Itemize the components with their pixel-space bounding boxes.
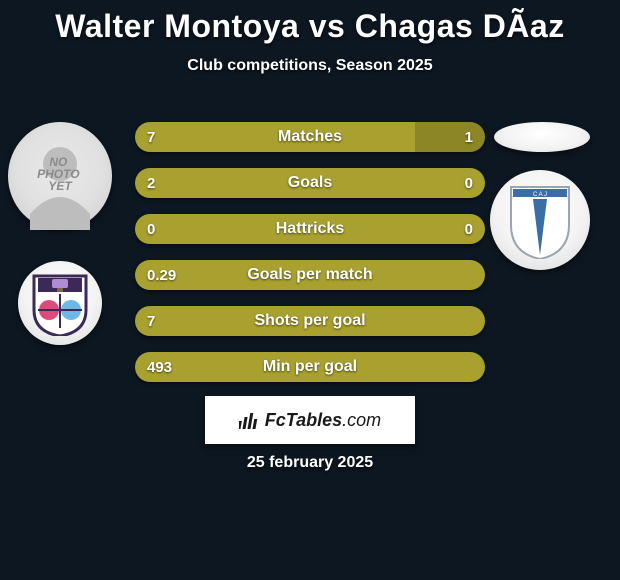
stat-left-value: 7 [147,129,155,146]
stat-left-value: 0 [147,221,155,238]
stat-left-value: 2 [147,175,155,192]
bar-right [415,122,485,152]
watermark-brand: FcTables [265,410,342,431]
stat-row: 7Shots per goal [135,306,485,336]
stat-row: 20Goals [135,168,485,198]
stat-right-value: 0 [465,221,473,238]
bar-left [135,122,415,152]
stat-row: 71Matches [135,122,485,152]
club-right-badge: C A J [490,170,590,270]
stat-row: 00Hattricks [135,214,485,244]
stats-container: 71Matches20Goals00Hattricks0.29Goals per… [135,122,485,398]
watermark: FcTables.com [205,396,415,444]
crest-text: C A J [533,192,547,198]
page-title: Walter Montoya vs Chagas DÃ­az [0,0,620,45]
club-left-badge [18,261,102,345]
stat-right-value: 1 [465,129,473,146]
no-photo-icon: NO PHOTO YET [8,122,112,230]
page-subtitle: Club competitions, Season 2025 [0,57,620,75]
bar-left [135,260,485,290]
stat-left-value: 493 [147,359,172,376]
figure-date: 25 february 2025 [0,454,620,472]
bar-left [135,306,485,336]
stat-right-value: 0 [465,175,473,192]
club-right-crest-icon: C A J [505,181,575,259]
bar-left [135,352,485,382]
stat-left-value: 7 [147,313,155,330]
chart-bars-icon [239,409,261,431]
player-right-avatar [494,122,590,152]
bar-left [135,214,485,244]
bar-left [135,168,485,198]
club-left-crest-icon [30,270,90,336]
stat-row: 0.29Goals per match [135,260,485,290]
stat-left-value: 0.29 [147,267,176,284]
stat-row: 493Min per goal [135,352,485,382]
watermark-suffix: .com [342,410,381,431]
player-left-avatar: NO PHOTO YET [8,122,112,230]
no-photo-line: YET [48,179,73,193]
